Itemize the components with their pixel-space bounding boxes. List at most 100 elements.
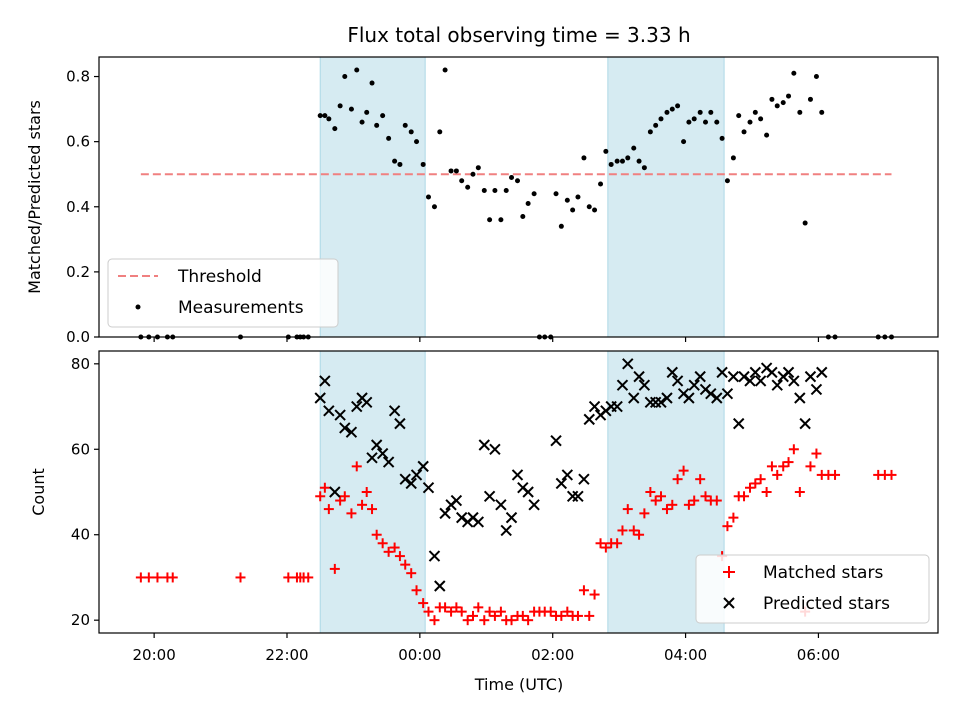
- measurement-point: [425, 194, 431, 200]
- predicted-star-x-b: [376, 447, 389, 460]
- matched-star-point: [778, 461, 789, 472]
- matched-star-point: [655, 491, 666, 502]
- measurement-point: [592, 207, 598, 213]
- predicted-star-x-b: [622, 358, 634, 370]
- matched-star-point: [562, 606, 573, 617]
- measurement-point: [515, 178, 521, 184]
- predicted-star-point: [399, 473, 411, 485]
- predicted-star-point: [727, 370, 740, 383]
- predicted-star-x-b: [555, 477, 568, 490]
- measurement-point: [769, 96, 775, 102]
- predicted-star-x-b: [495, 499, 507, 511]
- bottom-xtick-label: 22:00: [265, 646, 308, 664]
- measurement-point: [487, 217, 493, 223]
- predicted-star-x-b: [511, 469, 524, 481]
- predicted-star-x-b: [578, 473, 590, 485]
- bottom-ytick-label: 80: [71, 355, 90, 373]
- predicted-star-x-b: [500, 524, 512, 537]
- predicted-star-point: [339, 422, 351, 434]
- matched-star-point: [700, 491, 711, 502]
- matched-star-point: [357, 499, 368, 510]
- matched-star-point: [886, 469, 897, 480]
- measurement-point: [520, 214, 526, 220]
- measurement-point: [614, 158, 620, 164]
- predicted-star-x-b: [810, 383, 823, 396]
- predicted-star-point: [410, 469, 423, 481]
- measurement-point: [408, 129, 414, 135]
- measurement-point: [736, 113, 742, 119]
- matched-star-point: [523, 615, 534, 626]
- predicted-star-x-b: [505, 511, 518, 524]
- matched-star-point: [143, 572, 154, 583]
- legend-threshold-label: Threshold: [177, 267, 262, 287]
- predicted-star-point: [388, 405, 401, 417]
- measurement-point: [675, 103, 681, 109]
- matched-star-point: [152, 572, 163, 583]
- legend-matched-label: Matched stars: [763, 563, 883, 583]
- predicted-star-point: [361, 396, 373, 408]
- top-ytick-label: 0.4: [66, 198, 90, 216]
- top-legend: Threshold Measurements: [107, 258, 339, 328]
- matched-star-point: [667, 499, 678, 510]
- predicted-star-point: [622, 358, 634, 370]
- measurement-point: [402, 122, 408, 128]
- matched-star-point: [400, 559, 411, 570]
- predicted-star-x-b: [688, 379, 700, 391]
- predicted-star-point: [766, 366, 778, 379]
- matched-star-point: [750, 478, 761, 489]
- predicted-star-x-b: [388, 405, 401, 417]
- measurement-point: [531, 191, 537, 197]
- predicted-star-x-b: [314, 392, 326, 404]
- matched-star-point: [661, 504, 672, 515]
- measurement-point: [747, 119, 753, 125]
- matched-star-point: [351, 461, 362, 472]
- measurement-point: [459, 178, 465, 184]
- top-panel: 0.00.20.40.60.8 Matched/Predicted stars …: [25, 56, 939, 346]
- predicted-star-point: [483, 490, 496, 502]
- top-ytick-label: 0.0: [66, 328, 90, 346]
- predicted-star-point: [799, 417, 811, 430]
- measurement-point: [317, 113, 323, 119]
- measurement-point: [374, 122, 380, 128]
- predicted-star-point: [319, 375, 331, 387]
- predicted-star-x-b: [671, 375, 684, 387]
- top-axes-frame: [98, 56, 939, 338]
- top-y-axis-label: Matched/Predicted stars: [25, 100, 44, 294]
- predicted-star-point: [816, 366, 828, 379]
- predicted-star-point: [655, 396, 667, 408]
- bottom-points: [135, 358, 897, 626]
- predicted-star-x-b: [550, 435, 562, 447]
- predicted-star-x-b: [522, 486, 534, 498]
- matched-star-point: [371, 529, 382, 540]
- measurement-point: [730, 155, 736, 161]
- matched-star-point: [167, 572, 178, 583]
- predicted-star-x-b: [633, 370, 645, 383]
- predicted-star-point: [394, 417, 406, 430]
- measurement-point: [714, 119, 720, 125]
- measurement-point: [492, 187, 498, 193]
- predicted-star-point: [733, 417, 745, 430]
- predicted-star-point: [405, 477, 417, 490]
- measurement-point: [332, 126, 338, 132]
- predicted-star-point: [314, 392, 326, 404]
- predicted-star-x-b: [683, 392, 695, 404]
- predicted-star-point: [611, 400, 623, 413]
- predicted-star-x-b: [329, 486, 341, 498]
- predicted-star-point: [633, 370, 645, 383]
- predicted-star-x-b: [628, 392, 640, 404]
- matched-star-point: [423, 606, 434, 617]
- predicted-star-point: [428, 550, 441, 562]
- predicted-star-x-b: [434, 580, 446, 592]
- matched-star-point: [489, 610, 500, 621]
- measurement-point: [608, 161, 614, 167]
- matched-star-point: [745, 482, 756, 493]
- bottom-xtick-label: 00:00: [398, 646, 441, 664]
- measurement-point: [337, 103, 343, 109]
- predicted-star-x-b: [345, 426, 358, 438]
- measurement-point: [813, 74, 819, 80]
- measurement-point: [420, 161, 426, 167]
- measurement-point: [359, 119, 365, 125]
- matched-star-point: [794, 487, 805, 497]
- predicted-star-point: [478, 439, 490, 451]
